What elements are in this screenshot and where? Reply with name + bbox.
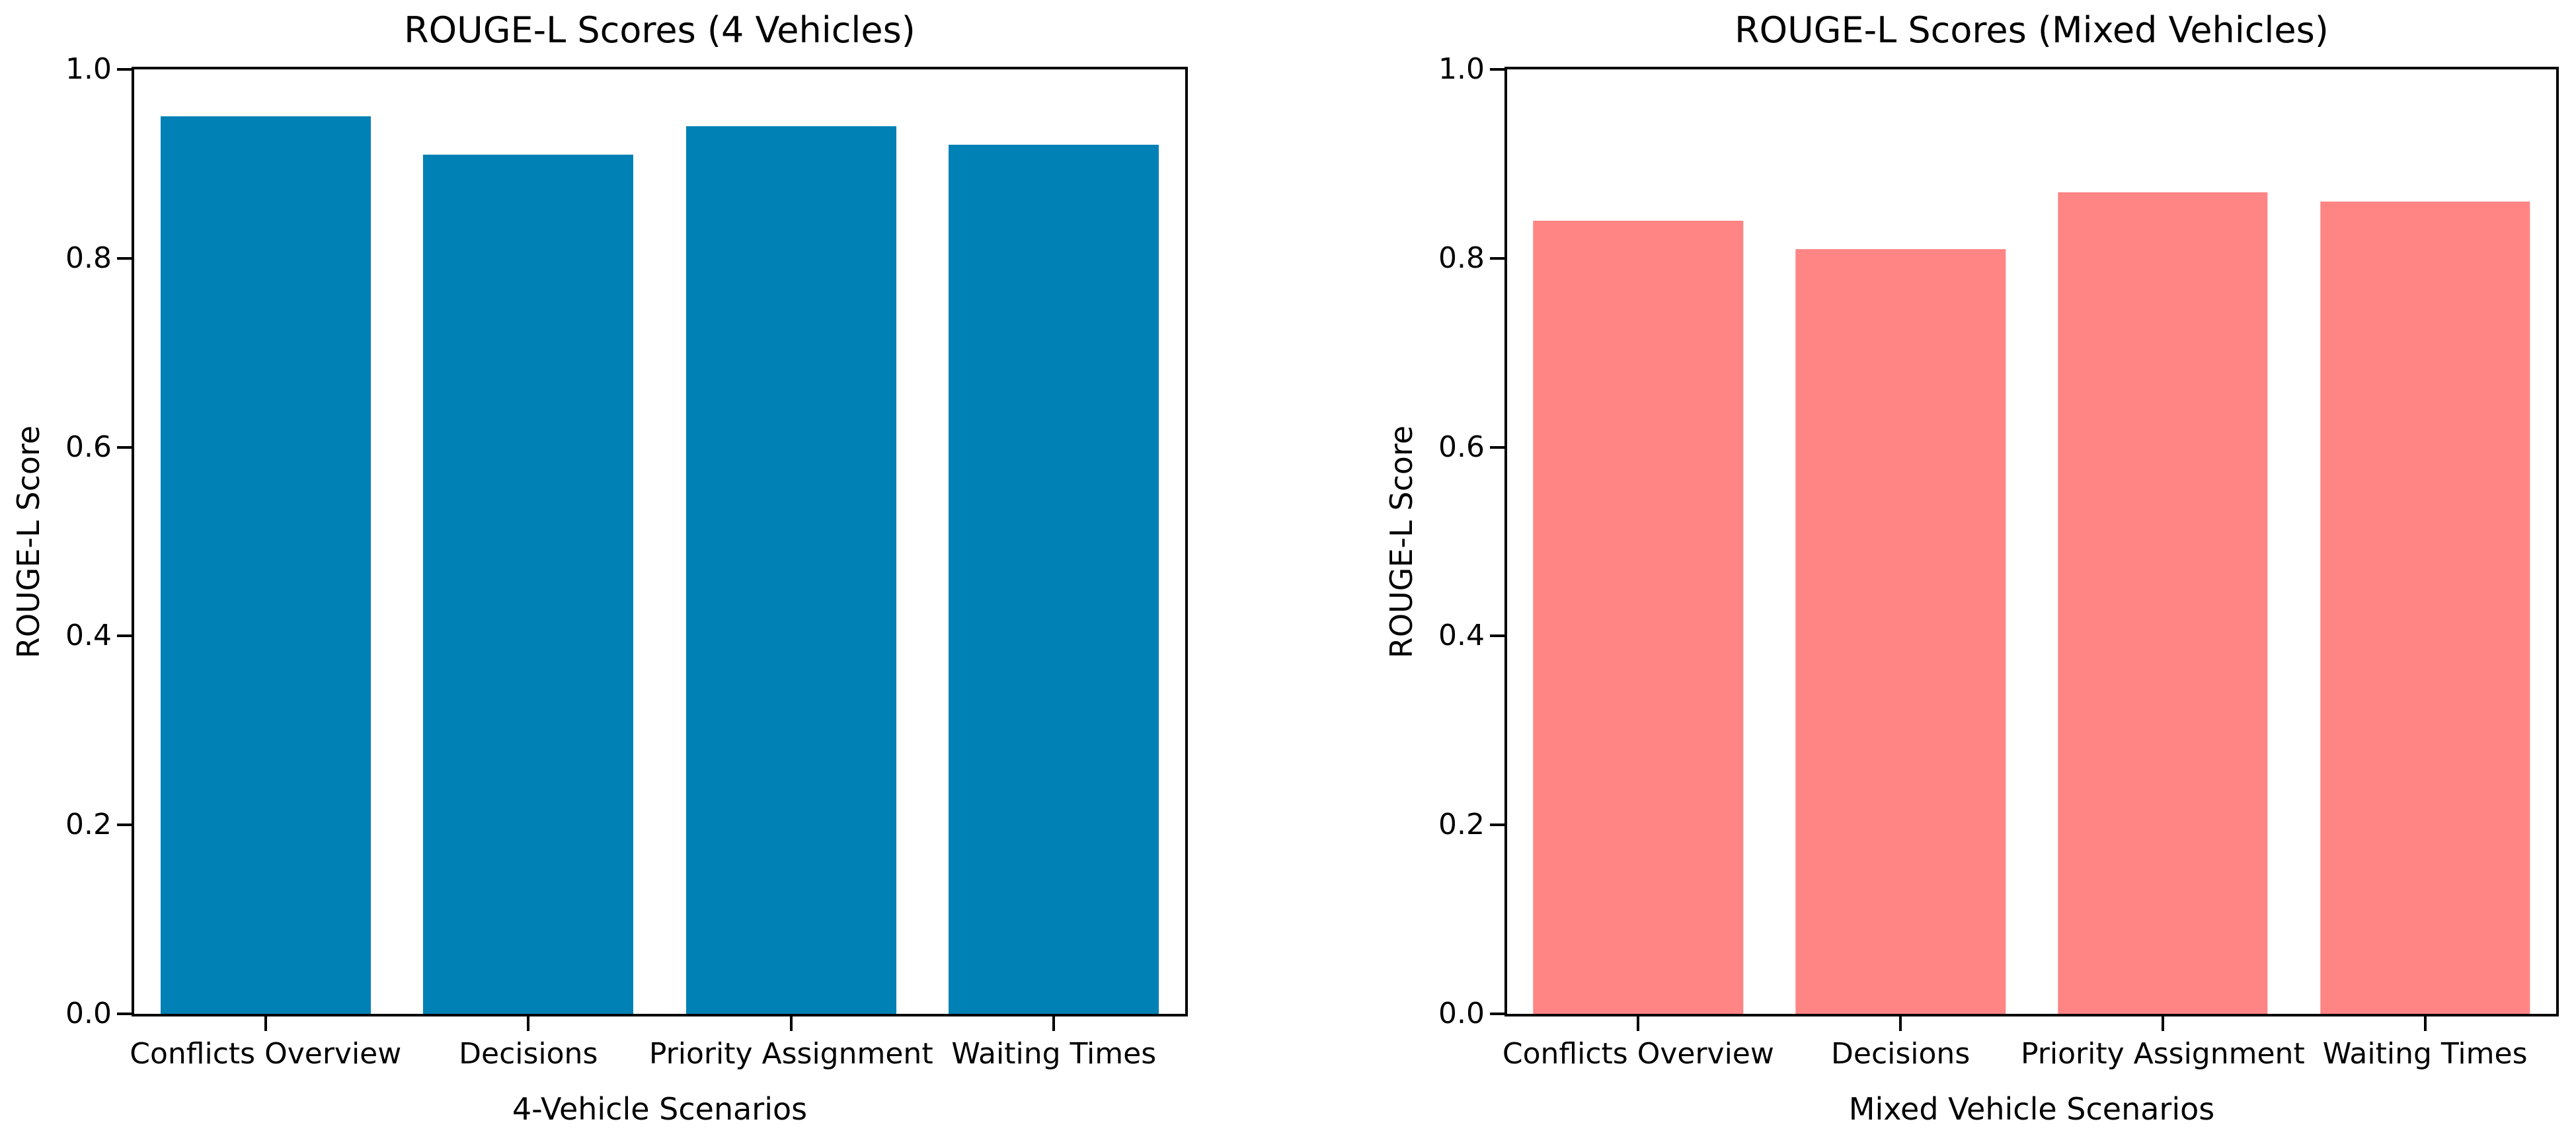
y-axis-tick bbox=[117, 634, 132, 638]
x-axis-tick-label: Waiting Times bbox=[2322, 1037, 2528, 1071]
y-axis-tick-label: 0.8 bbox=[65, 241, 112, 275]
y-axis-tick-label: 0.6 bbox=[65, 430, 112, 464]
left-x-axis-label: 4-Vehicle Scenarios bbox=[512, 1091, 808, 1127]
x-axis-tick bbox=[1637, 1016, 1640, 1031]
bar-decisions bbox=[423, 154, 634, 1014]
y-axis-tick-label: 0.2 bbox=[1438, 808, 1485, 842]
y-axis-tick bbox=[1490, 1013, 1504, 1015]
y-axis-tick bbox=[117, 68, 132, 71]
y-axis-tick-label: 0.2 bbox=[65, 808, 112, 842]
y-axis-tick bbox=[117, 445, 132, 449]
x-axis-tick-label: Conflicts Overview bbox=[1502, 1037, 1774, 1071]
right-subplot-plot-area: ROUGE-L Scores (Mixed Vehicles) ROUGE-L … bbox=[1384, 9, 2559, 1127]
y-axis-tick-label: 0.4 bbox=[1438, 619, 1485, 653]
x-axis-tick-label: Conflicts Overview bbox=[130, 1037, 402, 1071]
y-axis-tick bbox=[1490, 445, 1504, 449]
x-axis-tick-label: Decisions bbox=[1831, 1037, 1971, 1071]
bar-decisions bbox=[1795, 249, 2006, 1014]
y-axis-tick bbox=[1490, 823, 1504, 827]
y-axis-tick bbox=[1490, 634, 1504, 638]
y-axis-tick-label: 0.0 bbox=[1438, 997, 1485, 1030]
y-axis-tick bbox=[1490, 256, 1504, 260]
x-axis-tick-label: Waiting Times bbox=[951, 1037, 1157, 1071]
bar-conflicts-overview bbox=[160, 116, 371, 1014]
y-axis-tick-label: 1.0 bbox=[1438, 52, 1485, 86]
right-chart-title: ROUGE-L Scores (Mixed Vehicles) bbox=[1735, 9, 2329, 51]
y-axis-tick-label: 0.4 bbox=[65, 619, 112, 653]
bar-waiting-times bbox=[949, 145, 1159, 1014]
x-axis-tick bbox=[527, 1016, 530, 1031]
y-axis-tick-label: 0.8 bbox=[1438, 241, 1485, 275]
x-axis-tick bbox=[1899, 1016, 1902, 1031]
x-axis-tick bbox=[264, 1016, 267, 1031]
x-axis-tick-label: Decisions bbox=[459, 1037, 598, 1071]
y-axis-tick bbox=[1490, 68, 1504, 71]
y-axis-tick-label: 0.6 bbox=[1438, 430, 1485, 464]
left-subplot-plot-area: ROUGE-L Scores (4 Vehicles) ROUGE-L Scor… bbox=[11, 9, 1188, 1127]
x-axis-tick-label: Priority Assignment bbox=[2021, 1037, 2305, 1071]
bar-waiting-times bbox=[2320, 202, 2530, 1014]
x-axis-tick bbox=[2161, 1016, 2164, 1031]
x-axis-tick bbox=[2423, 1016, 2427, 1031]
y-axis-tick bbox=[117, 823, 132, 827]
y-axis-tick-label: 0.0 bbox=[65, 997, 112, 1030]
bar-conflicts-overview bbox=[1533, 220, 1744, 1014]
left-chart-title: ROUGE-L Scores (4 Vehicles) bbox=[404, 9, 916, 51]
y-axis-tick bbox=[117, 256, 132, 260]
bar-priority-assignment bbox=[685, 126, 896, 1014]
x-axis-tick bbox=[789, 1016, 793, 1031]
right-x-axis-label: Mixed Vehicle Scenarios bbox=[1848, 1091, 2215, 1127]
bar-priority-assignment bbox=[2058, 192, 2268, 1014]
x-axis-tick bbox=[1052, 1016, 1056, 1031]
x-axis-tick-label: Priority Assignment bbox=[648, 1037, 933, 1071]
y-axis-tick-label: 1.0 bbox=[65, 52, 112, 86]
y-axis-tick bbox=[117, 1013, 132, 1015]
